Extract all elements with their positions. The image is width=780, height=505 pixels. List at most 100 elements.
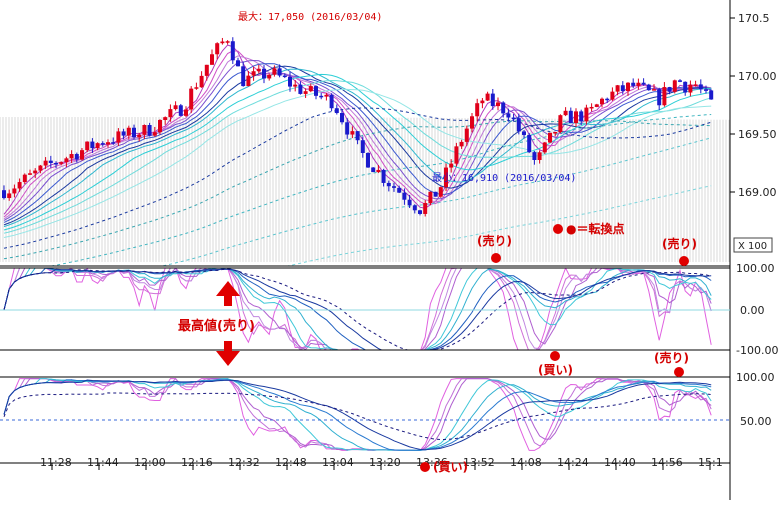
- candle-body: [704, 89, 708, 91]
- candlestick: [548, 132, 552, 144]
- candlestick: [324, 92, 329, 101]
- sell-annotation: (売り): [654, 350, 689, 365]
- candlestick: [490, 88, 495, 110]
- candle-layer: [2, 37, 714, 217]
- candlestick: [329, 93, 334, 112]
- osc1-tick-label: 100.00: [736, 262, 775, 275]
- candle-body: [204, 64, 209, 76]
- candlestick: [470, 112, 474, 133]
- candlestick: [532, 150, 537, 165]
- candle-body: [589, 106, 594, 109]
- candle-body: [501, 102, 506, 114]
- candlestick: [126, 125, 131, 140]
- oscillator-line: [3, 378, 712, 451]
- x-tick-label: 15:1: [698, 456, 723, 469]
- candle-body: [210, 54, 214, 65]
- candlestick: [652, 84, 656, 91]
- candle-body: [246, 75, 251, 87]
- candlestick: [631, 78, 636, 89]
- candle-body: [152, 132, 157, 136]
- x-tick-label: 12:00: [134, 456, 166, 469]
- candlestick: [688, 80, 693, 97]
- candle-body: [2, 190, 6, 199]
- candlestick: [600, 97, 604, 108]
- candlestick: [407, 194, 412, 209]
- candlestick: [7, 189, 12, 201]
- sell-annotation: (売り): [477, 233, 512, 248]
- candle-body: [132, 127, 136, 138]
- candlestick: [522, 130, 526, 139]
- candlestick: [12, 184, 17, 198]
- turning-point-dot: [550, 351, 560, 361]
- candlestick: [194, 82, 199, 90]
- candlestick: [579, 109, 584, 126]
- candlestick: [199, 71, 204, 88]
- candle-body: [100, 143, 105, 145]
- candlestick: [314, 85, 318, 100]
- candle-body: [594, 104, 599, 107]
- candle-body: [428, 191, 433, 204]
- candle-body: [90, 141, 95, 149]
- candlestick: [485, 91, 490, 101]
- candlestick: [392, 182, 396, 192]
- price-tick-label: 169.00: [738, 186, 777, 199]
- x-tick-label: 11:28: [40, 456, 72, 469]
- candlestick: [537, 150, 542, 164]
- moving-average-line: [3, 79, 712, 234]
- candlestick: [22, 173, 27, 185]
- candlestick: [74, 152, 79, 163]
- candlestick: [116, 128, 121, 146]
- candle-body: [376, 169, 381, 173]
- candle-body: [444, 167, 448, 188]
- candlestick: [256, 64, 261, 74]
- candlestick: [402, 188, 407, 205]
- candlestick: [433, 191, 438, 197]
- candlestick: [480, 98, 485, 109]
- oscillator-signal-line: [3, 268, 712, 350]
- candle-body: [527, 134, 532, 153]
- candle-body: [678, 80, 682, 82]
- price-hatch: [0, 117, 730, 262]
- x-tick-label: 12:16: [181, 456, 213, 469]
- candle-body: [537, 152, 542, 160]
- osc1-tick-label: 0.00: [740, 304, 765, 317]
- candlestick: [563, 107, 568, 117]
- moving-average-line: [3, 50, 712, 218]
- candle-body: [168, 109, 173, 118]
- x-tick-label: 11:44: [87, 456, 119, 469]
- turning-point-dot: [674, 367, 684, 377]
- candle-body: [574, 111, 578, 124]
- candle-body: [251, 71, 256, 76]
- oscillator-line: [3, 379, 712, 451]
- candlestick: [542, 141, 547, 154]
- candlestick: [574, 108, 578, 127]
- moving-average-line: [3, 44, 712, 215]
- candlestick: [267, 73, 272, 81]
- x-tick-label: 14:40: [604, 456, 636, 469]
- candlestick: [277, 64, 282, 78]
- candle-body: [355, 131, 360, 141]
- candle-body: [111, 142, 116, 144]
- candlestick: [366, 152, 370, 168]
- candlestick: [693, 80, 698, 87]
- candlestick: [397, 185, 402, 193]
- moving-average-line: [3, 68, 712, 228]
- high-sell-annotation: 最高値(売り): [178, 318, 255, 334]
- moving-average-line: [3, 55, 712, 220]
- x-tick-label: 14:56: [651, 456, 683, 469]
- candle-body: [43, 160, 48, 166]
- candlestick: [158, 119, 162, 135]
- candlestick: [662, 82, 667, 107]
- candlestick: [28, 169, 32, 175]
- candle-body: [319, 95, 324, 98]
- candlestick: [386, 180, 391, 192]
- candle-body: [631, 82, 636, 86]
- candlestick: [698, 79, 703, 94]
- candlestick: [210, 49, 214, 65]
- candlestick: [85, 141, 90, 153]
- candlestick: [709, 89, 714, 100]
- candle-body: [137, 134, 142, 138]
- candlestick: [620, 81, 625, 95]
- oscillator-line: [3, 378, 712, 451]
- zoom-box[interactable]: [733, 237, 773, 253]
